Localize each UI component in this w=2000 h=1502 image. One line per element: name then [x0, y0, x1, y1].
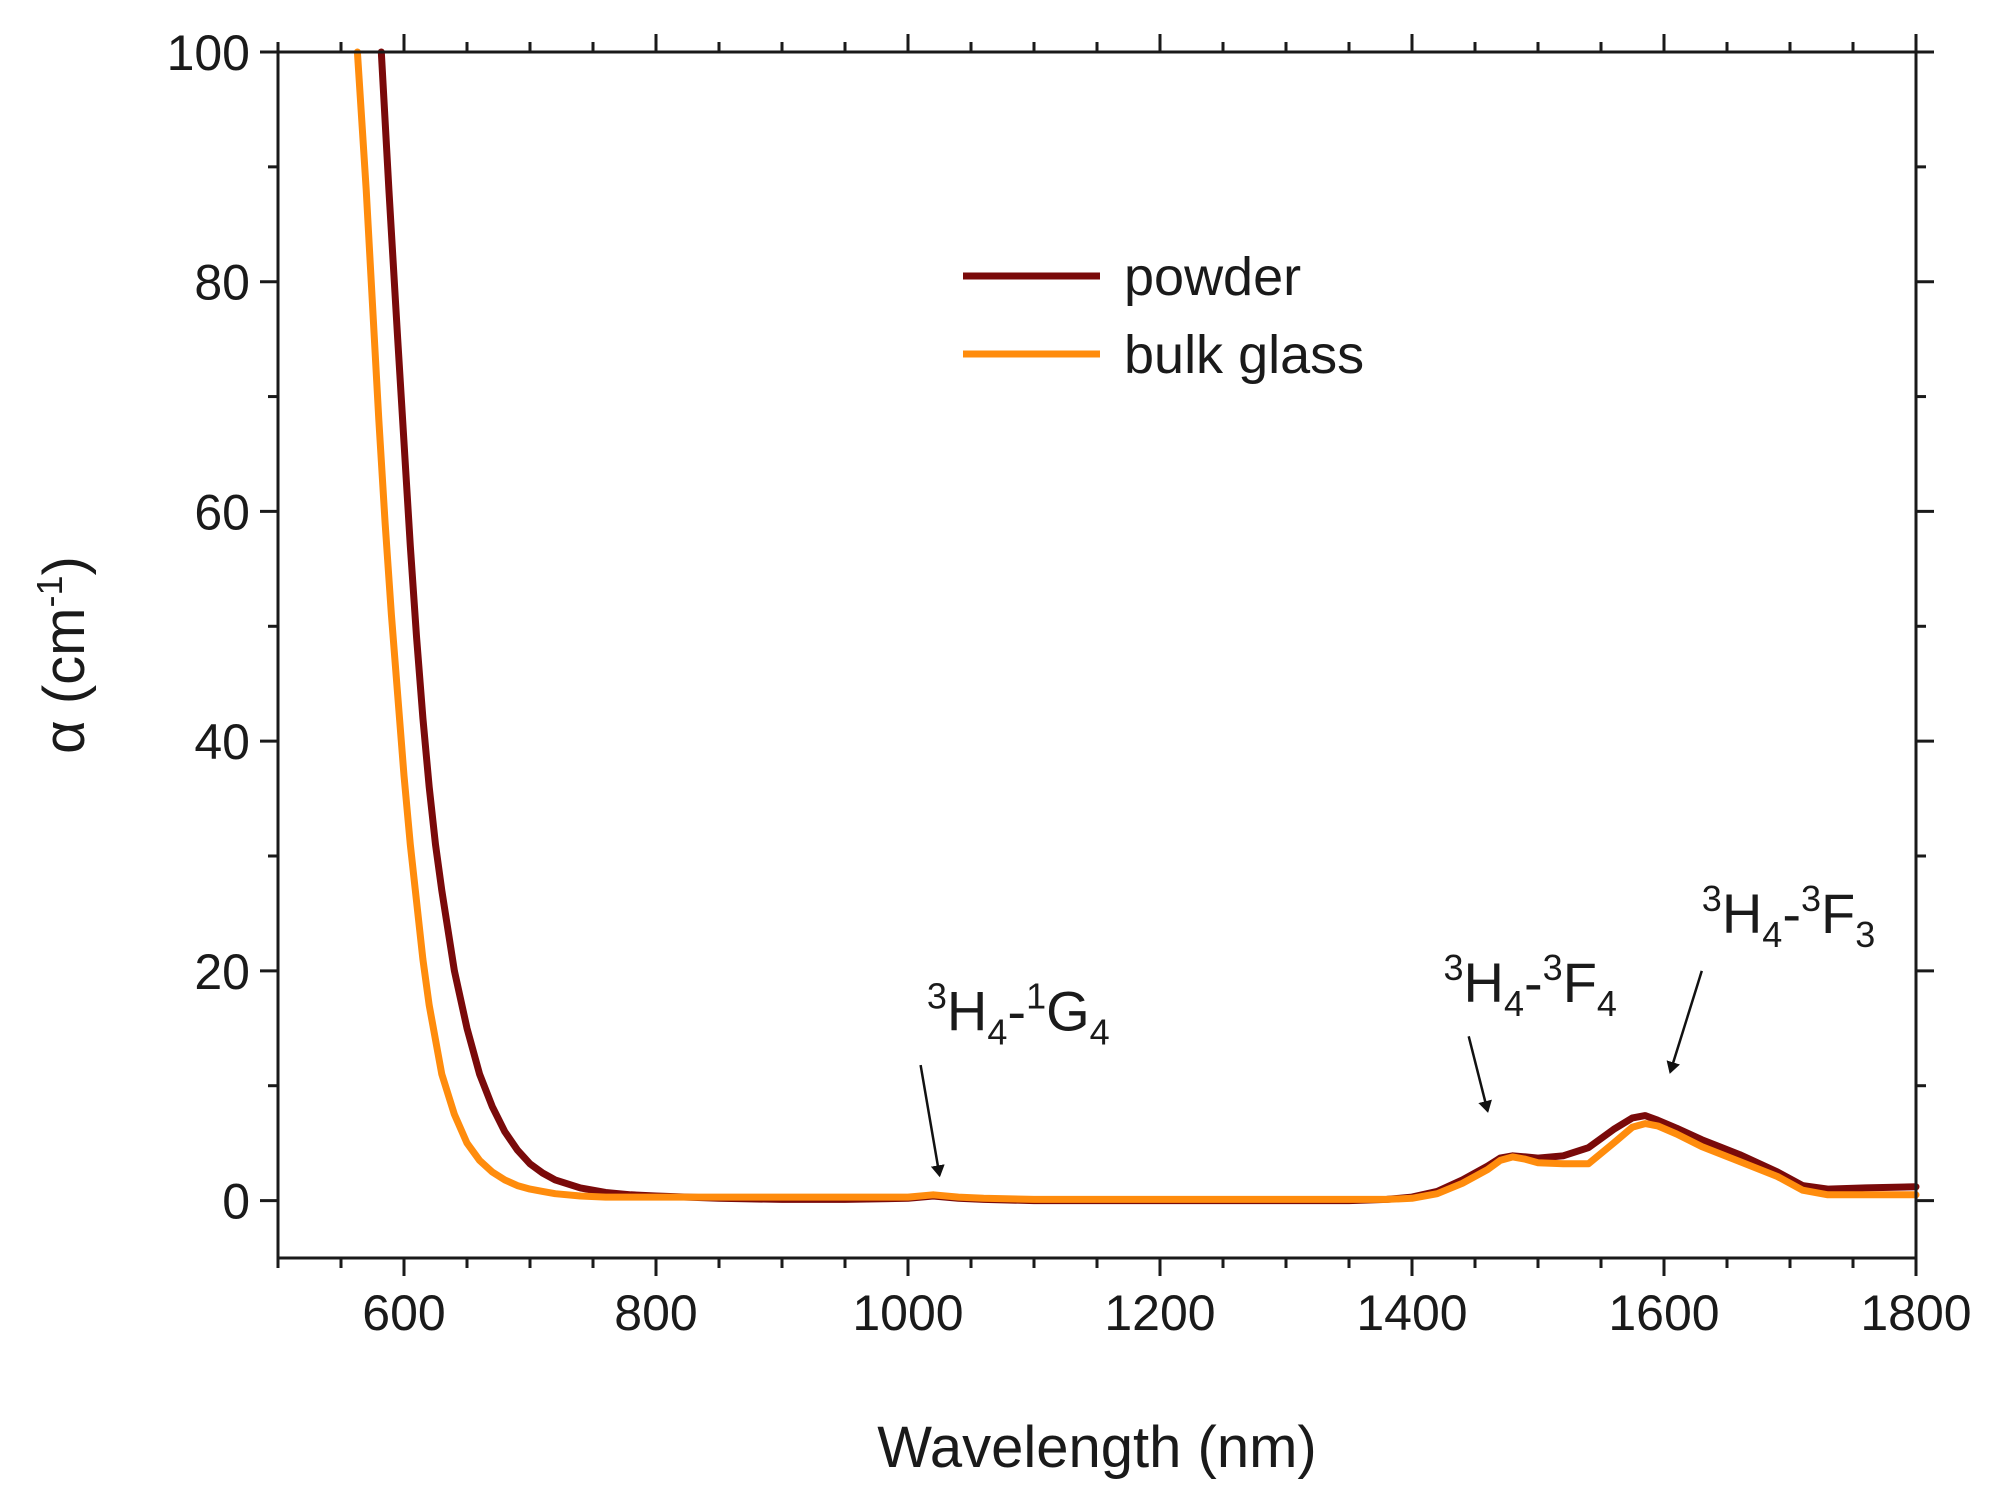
x-tick-label: 1200 [1104, 1285, 1215, 1341]
series-line-bulk-glass [353, 48, 1920, 1203]
y-tick-label: 80 [194, 255, 250, 311]
legend: powder bulk glass [963, 247, 1364, 385]
y-axis-title-main: α (cm [32, 608, 97, 754]
annotations-layer: 3H4-1G4 3H4-3F4 3H4-3F3 [919, 878, 1875, 1178]
x-tick-label: 600 [362, 1285, 445, 1341]
plot-frame [276, 50, 1918, 1260]
y-tick-label: 20 [194, 944, 250, 1000]
x-tick-label: 800 [614, 1285, 697, 1341]
y-axis-title-exponent: -1 [29, 576, 70, 608]
annotation-arrow-f3 [1666, 970, 1703, 1074]
x-tick-label: 1400 [1356, 1285, 1467, 1341]
x-tick-label: 1000 [852, 1285, 963, 1341]
ticks-layer [260, 34, 1934, 1276]
annotation-arrow-f4 [1467, 1036, 1492, 1113]
legend-label-powder: powder [1124, 247, 1301, 307]
x-tick-labels: 600 800 1000 1200 1400 1600 1800 [362, 1285, 1971, 1341]
annotation-arrow-g4 [919, 1064, 945, 1178]
annotation-f3: 3H4-3F3 [1702, 878, 1875, 955]
series-line-powder [377, 48, 1920, 1205]
annotation-g4: 3H4-1G4 [927, 976, 1110, 1053]
y-tick-label: 0 [222, 1174, 250, 1230]
x-tick-label: 1800 [1860, 1285, 1971, 1341]
y-axis-title: α (cm-1) [29, 556, 97, 754]
y-axis-title-close: ) [32, 556, 97, 575]
y-tick-label: 40 [194, 714, 250, 770]
x-tick-label: 1600 [1608, 1285, 1719, 1341]
y-tick-label: 100 [167, 25, 250, 81]
y-tick-label: 60 [194, 484, 250, 540]
x-axis-title: Wavelength (nm) [877, 1415, 1316, 1480]
series-layer [353, 48, 1920, 1205]
legend-label-bulk-glass: bulk glass [1124, 325, 1364, 385]
y-tick-labels: 0 20 40 60 80 100 [167, 25, 250, 1230]
annotation-f4: 3H4-3F4 [1444, 947, 1617, 1024]
